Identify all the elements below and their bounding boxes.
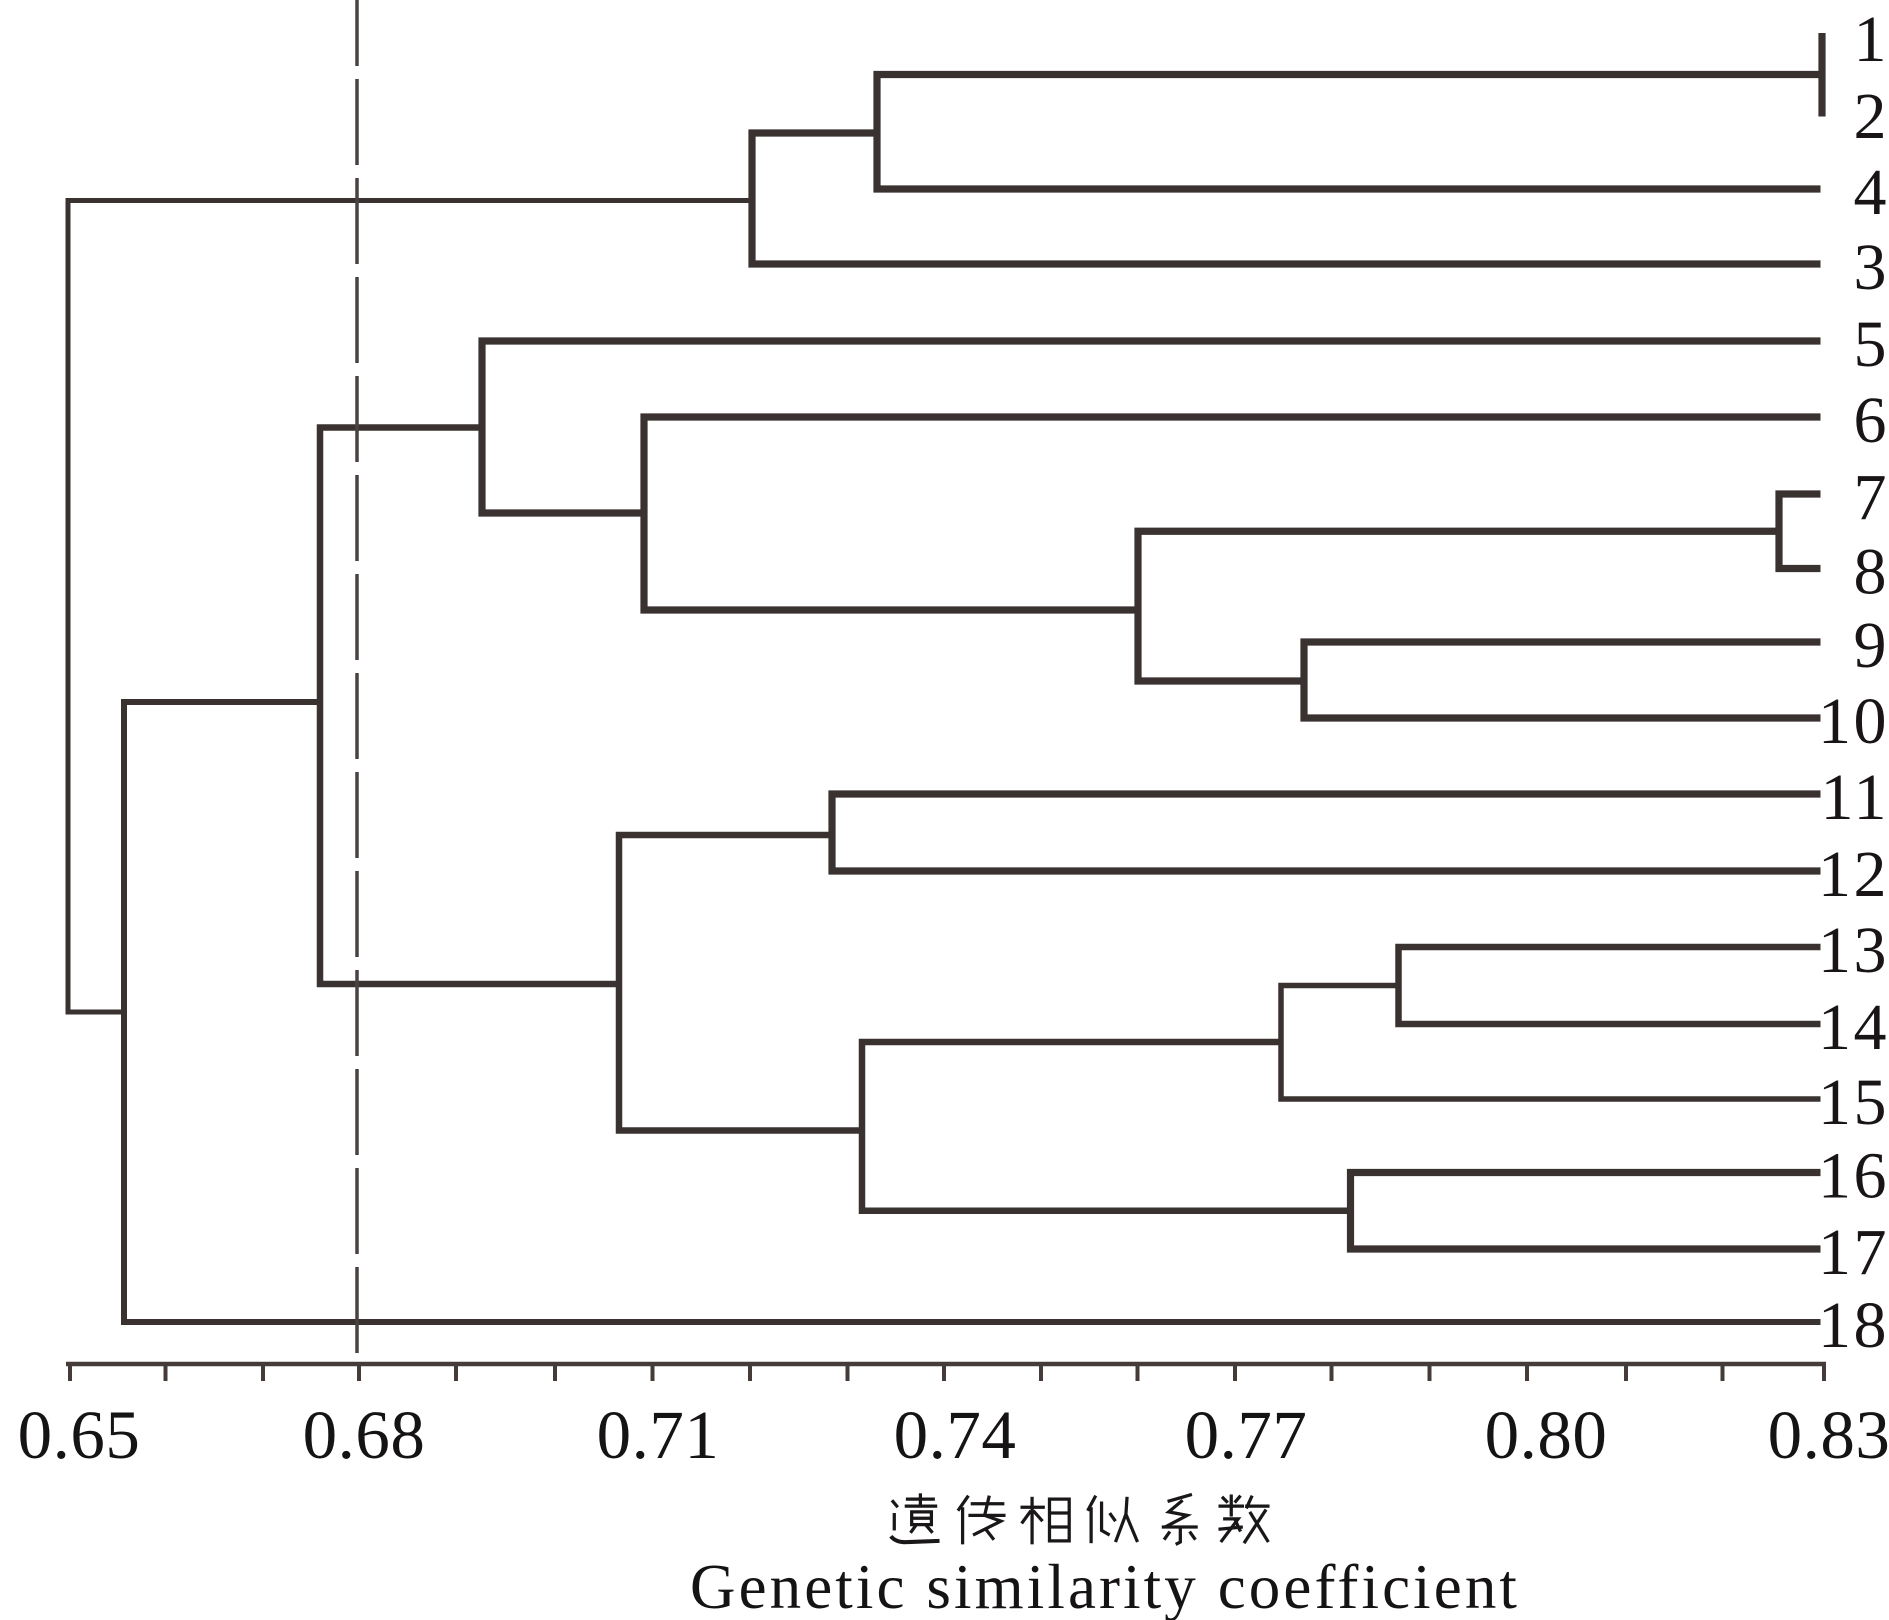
svg-text:3: 3 <box>1854 231 1889 304</box>
svg-text:18: 18 <box>1818 1289 1889 1362</box>
svg-text:0.68: 0.68 <box>303 1397 426 1473</box>
svg-text:16: 16 <box>1818 1140 1889 1213</box>
svg-text:8: 8 <box>1854 536 1889 609</box>
svg-text:4: 4 <box>1854 156 1889 229</box>
svg-text:11: 11 <box>1820 761 1889 834</box>
svg-text:6: 6 <box>1854 384 1889 457</box>
svg-text:0.83: 0.83 <box>1768 1397 1889 1473</box>
svg-text:0.80: 0.80 <box>1485 1397 1608 1473</box>
svg-text:1: 1 <box>1854 3 1889 76</box>
svg-text:0.65: 0.65 <box>18 1397 141 1473</box>
svg-text:15: 15 <box>1818 1066 1889 1139</box>
svg-text:13: 13 <box>1818 914 1889 987</box>
svg-text:14: 14 <box>1818 991 1889 1064</box>
svg-text:12: 12 <box>1818 838 1889 911</box>
svg-text:5: 5 <box>1854 308 1889 381</box>
svg-text:0.71: 0.71 <box>597 1397 720 1473</box>
svg-text:0.77: 0.77 <box>1185 1397 1308 1473</box>
svg-text:2: 2 <box>1854 80 1889 153</box>
svg-text:Genetic similarity coefficient: Genetic similarity coefficient <box>690 1552 1520 1620</box>
svg-text:10: 10 <box>1818 685 1889 758</box>
svg-text:0.74: 0.74 <box>894 1397 1017 1473</box>
svg-text:7: 7 <box>1854 461 1889 534</box>
svg-text:9: 9 <box>1854 609 1889 682</box>
svg-text:17: 17 <box>1818 1216 1889 1289</box>
